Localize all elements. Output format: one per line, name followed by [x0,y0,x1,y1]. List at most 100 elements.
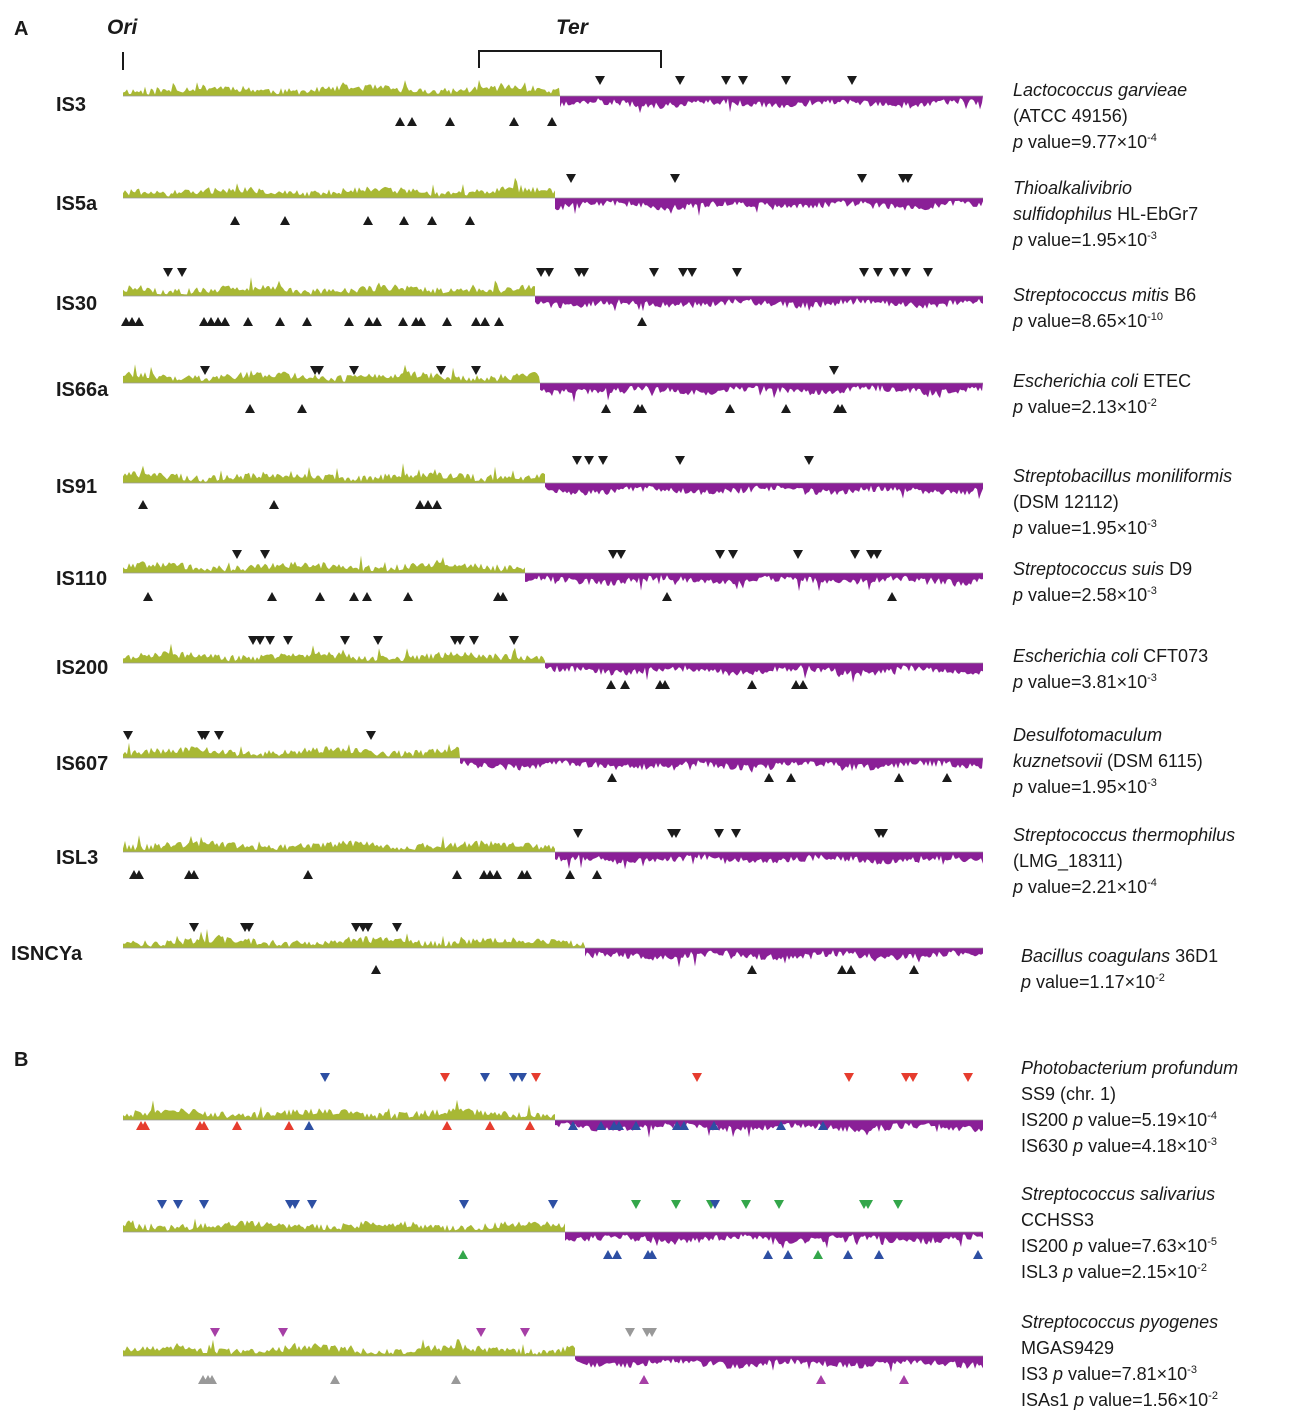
leading-strand-area [123,1218,565,1232]
insertion-marker-down [509,636,519,645]
skew-track-a-3 [123,364,983,403]
skew-track-a-4 [123,463,983,500]
insertion-marker-down [157,1200,167,1209]
insertion-marker-up [220,317,230,326]
species-name: Streptococcus pyogenes [1021,1309,1218,1335]
insertion-marker-up [134,870,144,879]
insertion-marker-down [351,923,361,932]
species-legend-a-8: Streptococcus thermophilus (LMG_18311) p v… [1013,822,1235,900]
strain-name: SS9 (chr. 1) [1021,1081,1238,1107]
species-name: Thioalkalivibrio [1013,175,1198,201]
ori-label: Ori [107,16,139,39]
insertion-marker-up [874,1250,884,1259]
legend-text: Thioalkalivibrio [1013,178,1133,198]
panel-a-letter: A [14,18,28,40]
row-label-is200: IS200 [56,657,108,679]
p-value: p value=2.21×10-4 [1013,877,1157,897]
p-value: p value=1.95×10-3 [1013,777,1157,797]
leading-strand-area [123,555,525,573]
insertion-marker-up [232,1121,242,1130]
insertion-marker-up [485,1121,495,1130]
insertion-marker-down [189,923,199,932]
panel-b-letter: B [14,1049,28,1071]
insertion-marker-down [265,636,275,645]
insertion-marker-down [314,366,324,375]
legend-text: HL-EbGr7 [1112,204,1199,224]
insertion-marker-up [747,680,757,689]
p-value: p value=9.77×10-4 [1013,132,1157,152]
insertion-marker-up [189,870,199,879]
leading-strand-area [123,177,555,198]
insertion-marker-up [679,1121,689,1130]
insertion-marker-up [725,404,735,413]
insertion-marker-up [416,317,426,326]
insertion-marker-up [909,965,919,974]
insertion-marker-up [764,773,774,782]
species-legend-a-2: Streptococcus mitis B6 p value=8.65×10-10 [1013,282,1196,334]
insertion-marker-up [776,1121,786,1130]
leading-strand-area [123,277,535,296]
lagging-strand-area [545,663,983,683]
insertion-marker-up [846,965,856,974]
p-value: p value=1.17×10-2 [1021,972,1165,992]
p-value: ISL3 p value=2.15×10-2 [1021,1262,1207,1282]
insertion-marker-down [595,76,605,85]
insertion-marker-down [847,76,857,85]
legend-text: sulfidophilus [1013,204,1113,224]
species-legend-a-6: Escherichia coli CFT073 p value=3.81×10-3 [1013,643,1208,695]
insertion-marker-down [721,76,731,85]
insertion-marker-up [816,1375,826,1384]
insertion-marker-down [200,366,210,375]
insertion-marker-up [547,117,557,126]
species-name: Streptococcus mitis B6 [1013,282,1196,308]
insertion-marker-up [399,216,409,225]
insertion-marker-down [373,636,383,645]
skew-track-a-5 [123,555,983,592]
row-label-is3: IS3 [56,94,86,116]
insertion-marker-up [603,1250,613,1259]
insertion-marker-up [899,1375,909,1384]
leading-strand-area [123,742,460,758]
species-name: Photobacterium profundum [1021,1055,1238,1081]
insertion-marker-up [344,317,354,326]
insertion-marker-down [173,1200,183,1209]
leading-strand-area [123,835,555,852]
insertion-marker-down [710,1200,720,1209]
insertion-marker-up [349,592,359,601]
p-value: IS200 p value=5.19×10-4 [1021,1110,1217,1130]
skew-tracks [123,79,983,1373]
insertion-marker-up [442,317,452,326]
legend-text: MGAS9429 [1021,1338,1115,1358]
insertion-marker-down [901,1073,911,1082]
lagging-strand-area [545,483,983,500]
insertion-marker-down [459,1200,469,1209]
species-name: Desulfotomaculum [1013,722,1203,748]
insertion-marker-down [392,923,402,932]
insertion-marker-up [207,1375,217,1384]
insertion-marker-up [509,117,519,126]
species-legend-a-5: Streptococcus suis D9 p value=2.58×10-3 [1013,556,1192,608]
insertion-marker-down [255,636,265,645]
insertion-marker-down [781,76,791,85]
legend-text: (LMG_18311) [1013,851,1123,871]
insertion-marker-up [781,404,791,413]
insertion-marker-down [678,268,688,277]
insertion-marker-up [140,1121,150,1130]
insertion-marker-down [649,268,659,277]
p-value: IS3 p value=7.81×10-3 [1021,1364,1197,1384]
lagging-strand-area [575,1356,983,1373]
insertion-marker-up [395,117,405,126]
species-name: Bacillus coagulans 36D1 [1021,943,1218,969]
insertion-marker-down [455,636,465,645]
insertion-marker-down [566,174,576,183]
insertion-marker-up [372,317,382,326]
insertion-marker-up [138,500,148,509]
legend-text: Bacillus coagulans [1021,946,1171,966]
insertion-marker-down [290,1200,300,1209]
insertion-marker-up [662,592,672,601]
strain-name: kuznetsovii (DSM 6115) [1013,748,1203,774]
insertion-marker-up [647,1250,657,1259]
insertion-marker-down [244,923,254,932]
insertion-marker-down [572,456,582,465]
